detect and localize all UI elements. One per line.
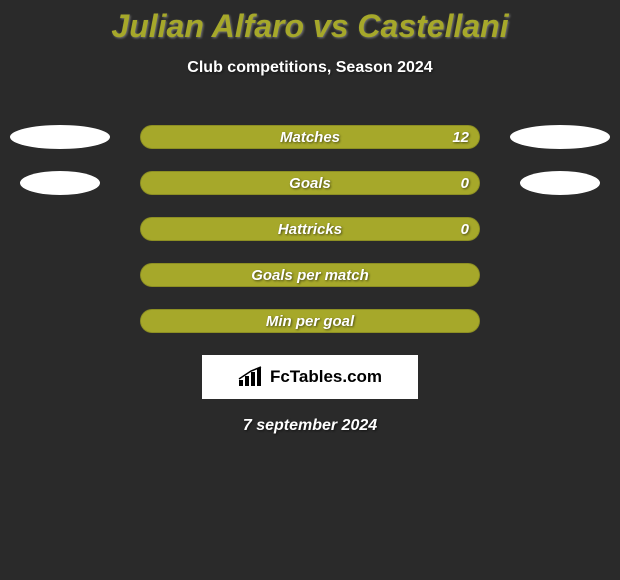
stat-row: Goals0 (0, 171, 620, 195)
stat-value-right: 0 (461, 172, 469, 195)
stat-bar: Min per goal (140, 309, 480, 333)
stat-bar-fill (141, 126, 479, 148)
logo-box: FcTables.com (202, 355, 418, 399)
stat-bar: Goals per match (140, 263, 480, 287)
right-ellipse (510, 125, 610, 149)
logo-bars-icon (238, 366, 264, 388)
stat-bar: Hattricks0 (140, 217, 480, 241)
stat-bar: Goals0 (140, 171, 480, 195)
stat-bar-fill (141, 264, 479, 286)
comparison-infographic: Julian Alfaro vs Castellani Club competi… (0, 0, 620, 580)
stat-bar-fill (141, 310, 479, 332)
subtitle: Club competitions, Season 2024 (0, 59, 620, 77)
stat-row: Hattricks0 (0, 217, 620, 241)
stat-row: Matches12 (0, 125, 620, 149)
page-title: Julian Alfaro vs Castellani (0, 0, 620, 45)
right-ellipse (520, 171, 600, 195)
stat-bar-fill (141, 172, 479, 194)
logo-text: FcTables.com (270, 367, 382, 387)
stat-value-right: 0 (461, 218, 469, 241)
stat-rows: Matches12 Goals0 Hattricks0 Goals per match… (0, 125, 620, 333)
left-ellipse (20, 171, 100, 195)
stat-value-right: 12 (452, 126, 469, 149)
stat-row: Min per goal (0, 309, 620, 333)
left-ellipse (10, 125, 110, 149)
stat-row: Goals per match (0, 263, 620, 287)
stat-bar: Matches12 (140, 125, 480, 149)
date-text: 7 september 2024 (0, 417, 620, 435)
stat-bar-fill (141, 218, 479, 240)
